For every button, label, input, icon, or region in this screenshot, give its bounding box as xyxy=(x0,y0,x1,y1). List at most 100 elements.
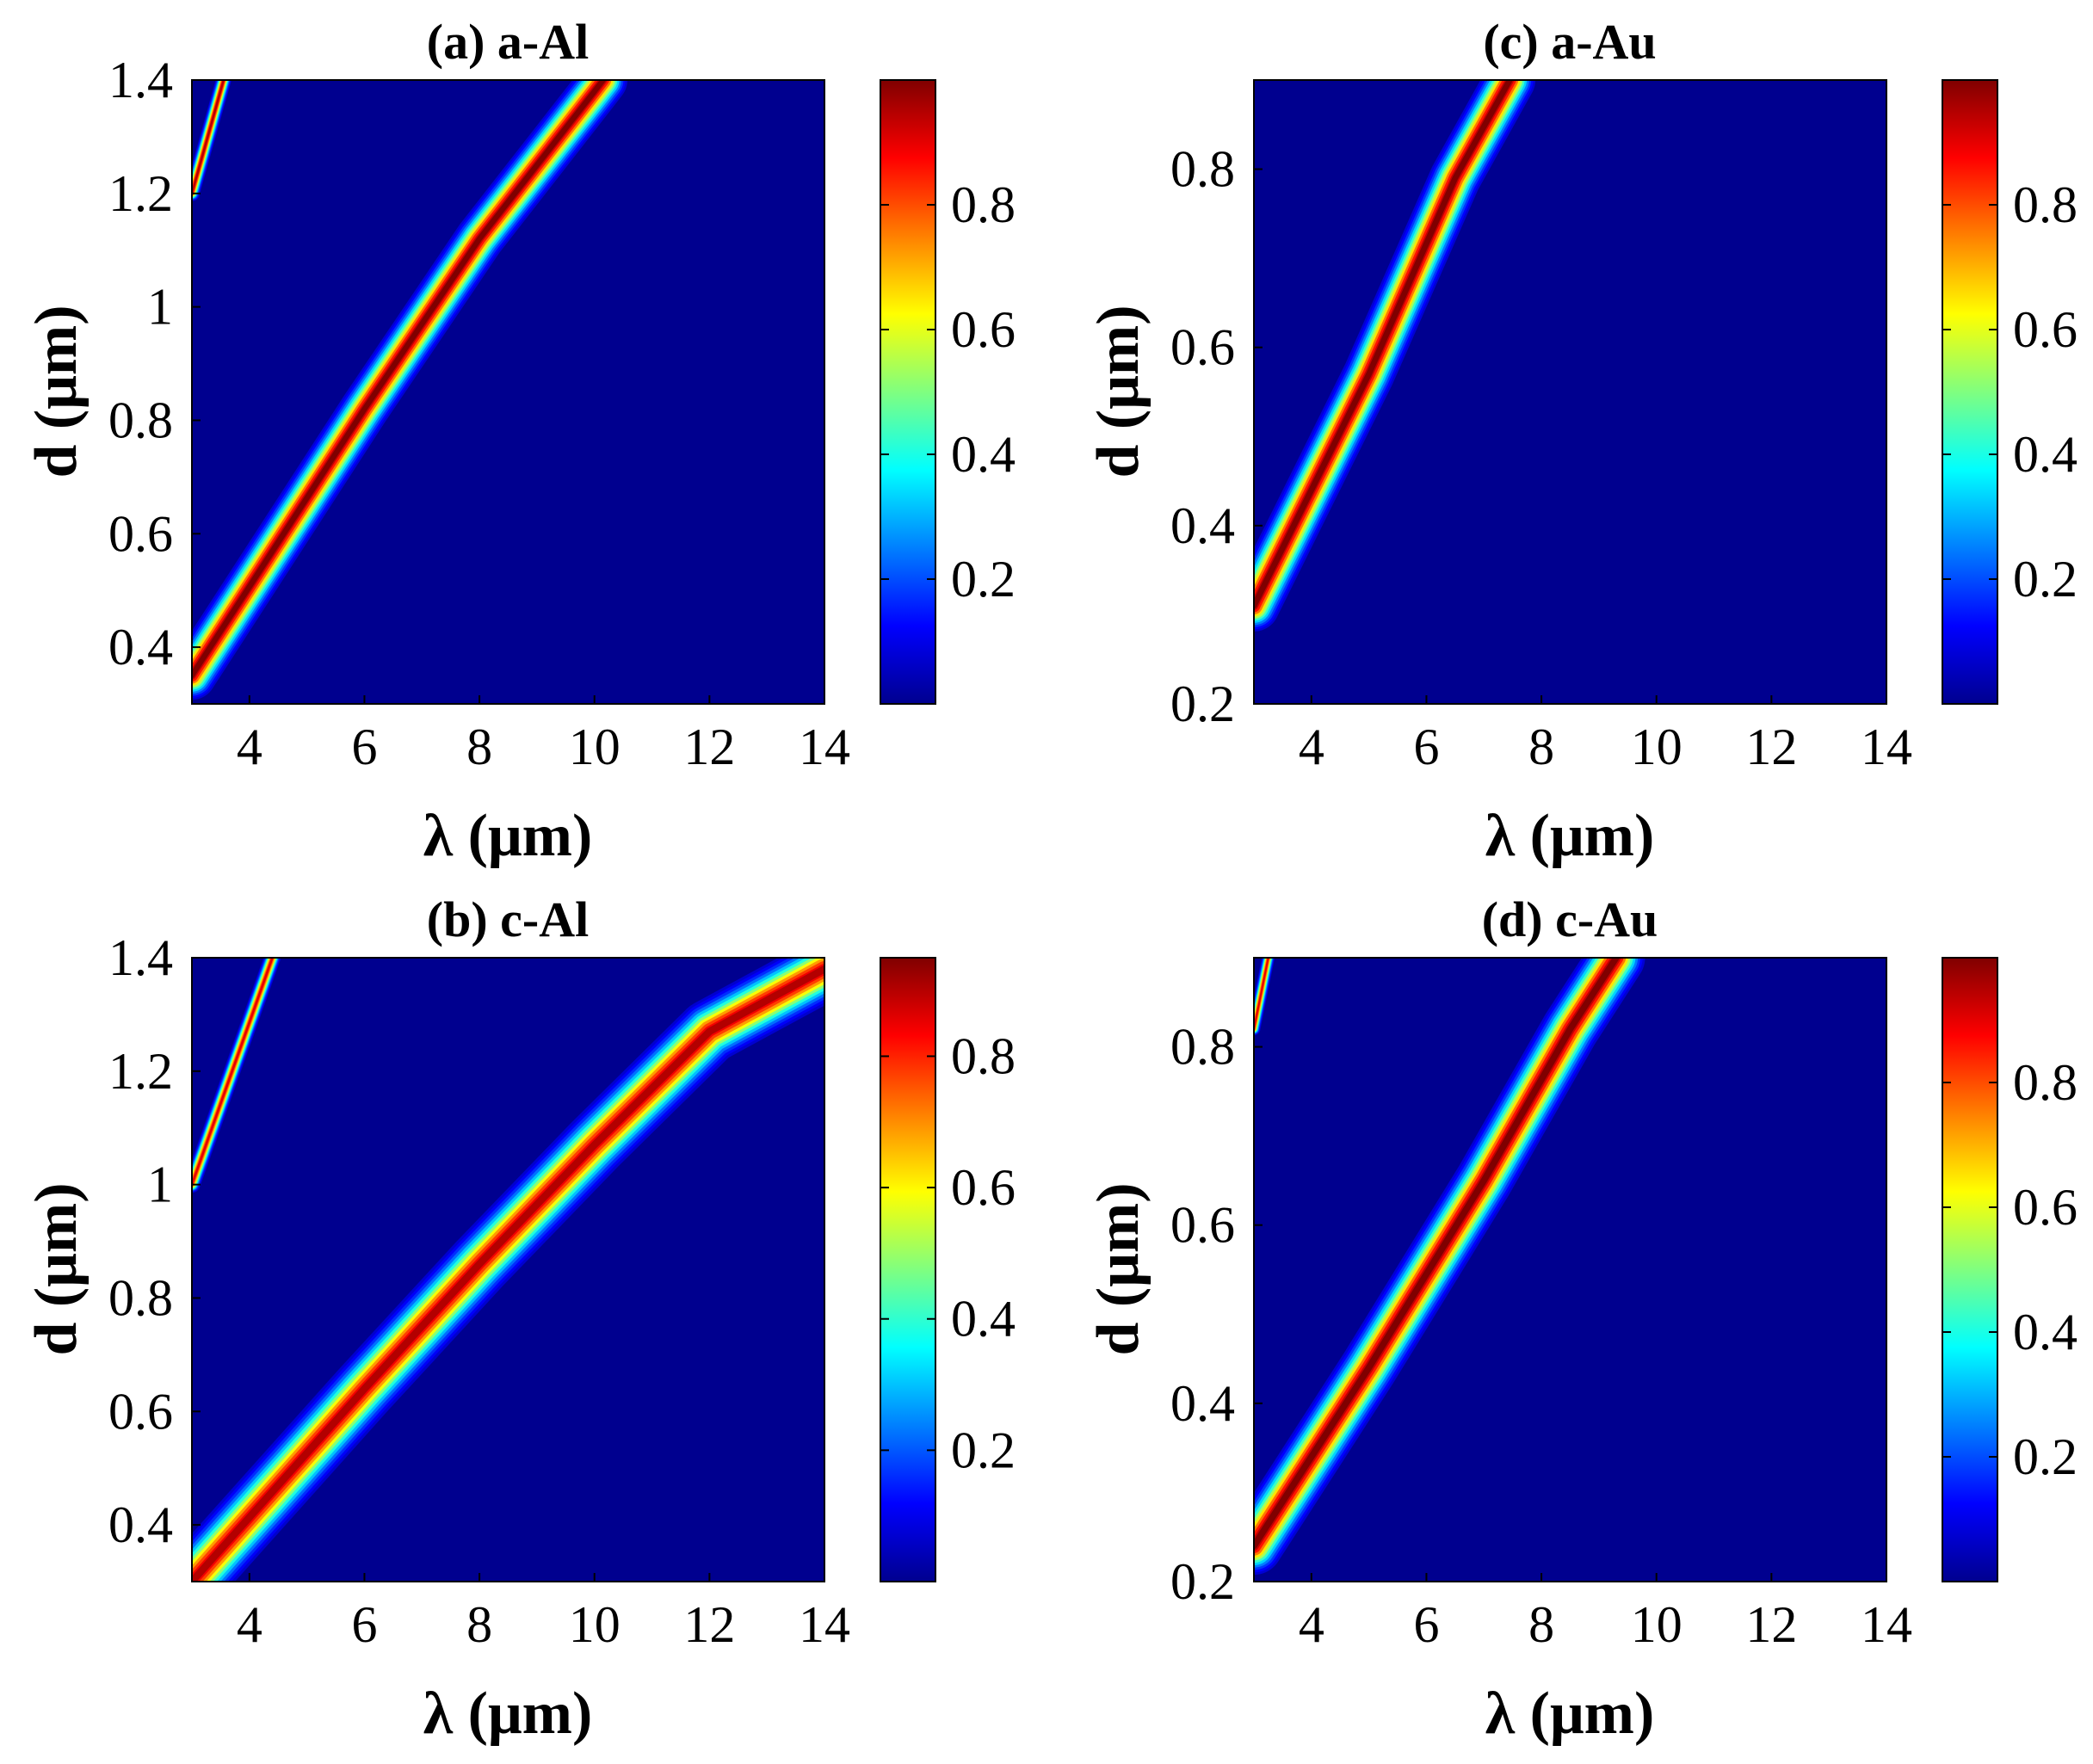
colorbar-tick-label: 0.2 xyxy=(951,551,1016,608)
colorbar-tick-label: 0.2 xyxy=(951,1422,1016,1478)
colorbar-ticks: 0.2 0.4 0.6 0.8 xyxy=(880,1027,1016,1478)
colorbar-ticks: 0.2 0.4 0.6 0.8 xyxy=(1942,176,2078,608)
heatmap-bands xyxy=(192,958,824,1582)
colorbar xyxy=(1942,957,1998,1582)
heatmap-band-primary-core xyxy=(192,80,606,679)
y-tick-label: 1 xyxy=(147,279,173,336)
panel-d: (d) c-Au 4 6 8 10 12 14 0.2 0.4 0.6 0.8 λ (μm) d… xyxy=(1085,891,2078,1747)
panel-title: (b) c-Al xyxy=(427,891,589,947)
panel-title: (d) c-Au xyxy=(1482,891,1658,947)
x-axis-label: λ (μm) xyxy=(423,803,593,869)
x-tick-label: 10 xyxy=(1631,1596,1682,1653)
x-tick-label: 4 xyxy=(1299,719,1324,775)
x-tick-label: 4 xyxy=(237,719,262,775)
colorbar-tick-label: 0.8 xyxy=(951,176,1016,233)
colorbar xyxy=(880,957,936,1582)
y-tick-label: 0.8 xyxy=(108,392,173,448)
panel-b: (b) c-Al 4 6 8 10 12 14 0.4 0.6 0.8 1 1.2 1.4 λ (μ… xyxy=(23,891,1016,1747)
x-tick-label: 4 xyxy=(237,1596,262,1653)
y-tick-label: 0.6 xyxy=(1170,1197,1235,1254)
colorbar-tick-label: 0.6 xyxy=(2013,301,2078,358)
y-tick-label: 0.8 xyxy=(1170,1019,1235,1076)
y-ticks: 0.4 0.6 0.8 1 1.2 1.4 xyxy=(108,929,201,1553)
x-tick-label: 10 xyxy=(569,1596,620,1653)
colorbar-ticks: 0.2 0.4 0.6 0.8 xyxy=(880,176,1016,608)
x-tick-label: 8 xyxy=(466,719,492,775)
heatmap-band-secondary-core xyxy=(1254,958,1269,1030)
x-tick-label: 14 xyxy=(799,1596,850,1653)
y-axis-label: d (μm) xyxy=(1085,305,1151,478)
y-axis-label: d (μm) xyxy=(23,305,90,478)
x-tick-label: 6 xyxy=(1413,719,1439,775)
heatmap-bands xyxy=(192,80,628,700)
x-tick-label: 10 xyxy=(1631,719,1682,775)
colorbar-tick-label: 0.4 xyxy=(951,1291,1016,1348)
y-tick-label: 0.4 xyxy=(1170,497,1235,554)
y-tick-label: 0.2 xyxy=(1170,1553,1235,1610)
colorbar-ticks: 0.2 0.4 0.6 0.8 xyxy=(1942,1054,2078,1485)
heatmap-band-secondary-core xyxy=(192,80,225,194)
heatmap-bands xyxy=(1254,80,1536,632)
heatmap-band-primary-core xyxy=(1254,958,1620,1550)
x-ticks: 4 6 8 10 12 14 xyxy=(1299,1573,1912,1653)
colorbar-tick-label: 0.4 xyxy=(951,426,1016,483)
x-ticks: 4 6 8 10 12 14 xyxy=(1299,695,1912,775)
y-ticks: 0.2 0.4 0.6 0.8 xyxy=(1170,1019,1263,1610)
x-tick-label: 8 xyxy=(1528,1596,1554,1653)
plot-frame xyxy=(1253,957,1887,1582)
x-tick-label: 8 xyxy=(466,1596,492,1653)
x-tick-label: 6 xyxy=(351,1596,377,1653)
plot-frame xyxy=(191,79,825,705)
colorbar-tick-label: 0.4 xyxy=(2013,426,2078,483)
x-tick-label: 14 xyxy=(1861,1596,1912,1653)
y-tick-label: 1.2 xyxy=(108,1043,173,1100)
y-ticks: 0.2 0.4 0.6 0.8 xyxy=(1170,141,1263,732)
colorbar-tick-label: 0.8 xyxy=(2013,1054,2078,1111)
heatmap-band-primary-core xyxy=(192,965,824,1582)
heatmap-area xyxy=(1254,80,1886,704)
colorbar-tick-label: 0.8 xyxy=(951,1027,1016,1084)
colorbar xyxy=(880,79,936,705)
colorbar-tick-label: 0.2 xyxy=(2013,551,2078,608)
x-tick-label: 8 xyxy=(1528,719,1554,775)
y-tick-label: 0.4 xyxy=(108,619,173,675)
y-tick-label: 0.4 xyxy=(108,1496,173,1553)
heatmap-band-secondary-core xyxy=(192,958,274,1186)
colorbar-tick-label: 0.2 xyxy=(2013,1428,2078,1485)
y-axis-label: d (μm) xyxy=(1085,1182,1151,1355)
panel-a: (a) a-Al 4 6 8 10 12 14 0.4 0.6 0.8 1 1.2 1.4 λ (μ… xyxy=(23,14,1016,869)
x-ticks: 4 6 8 10 12 14 xyxy=(237,695,850,775)
heatmap-area xyxy=(192,958,824,1582)
y-tick-label: 1.4 xyxy=(108,52,173,108)
x-tick-label: 14 xyxy=(1861,719,1912,775)
y-tick-label: 0.4 xyxy=(1170,1375,1235,1432)
y-tick-label: 0.6 xyxy=(108,1383,173,1440)
y-tick-label: 0.8 xyxy=(1170,141,1235,198)
x-tick-label: 12 xyxy=(683,719,735,775)
panel-c: (c) a-Au 4 6 8 10 12 14 0.2 0.4 0.6 0.8 λ (μm) d… xyxy=(1085,14,2078,869)
heatmap-area xyxy=(192,80,824,704)
panel-title: (a) a-Al xyxy=(427,14,589,70)
plot-frame xyxy=(1253,79,1887,705)
y-tick-label: 1.2 xyxy=(108,165,173,222)
x-tick-label: 6 xyxy=(351,719,377,775)
y-tick-label: 0.6 xyxy=(1170,319,1235,376)
plot-frame xyxy=(191,957,825,1582)
y-tick-label: 0.8 xyxy=(108,1269,173,1326)
x-ticks: 4 6 8 10 12 14 xyxy=(237,1573,850,1653)
x-tick-label: 12 xyxy=(1745,719,1797,775)
colorbar-tick-label: 0.4 xyxy=(2013,1304,2078,1360)
colorbar xyxy=(1942,79,1998,705)
heatmap-area xyxy=(1254,958,1886,1582)
x-axis-label: λ (μm) xyxy=(1485,803,1655,869)
panel-title: (c) a-Au xyxy=(1483,14,1656,70)
heatmap-bands xyxy=(1254,958,1645,1576)
x-tick-label: 6 xyxy=(1413,1596,1439,1653)
x-tick-label: 12 xyxy=(683,1596,735,1653)
y-tick-label: 1 xyxy=(147,1156,173,1213)
colorbar-tick-label: 0.6 xyxy=(951,1159,1016,1216)
colorbar-tick-label: 0.6 xyxy=(2013,1179,2078,1236)
x-tick-label: 4 xyxy=(1299,1596,1324,1653)
x-axis-label: λ (μm) xyxy=(423,1681,593,1747)
